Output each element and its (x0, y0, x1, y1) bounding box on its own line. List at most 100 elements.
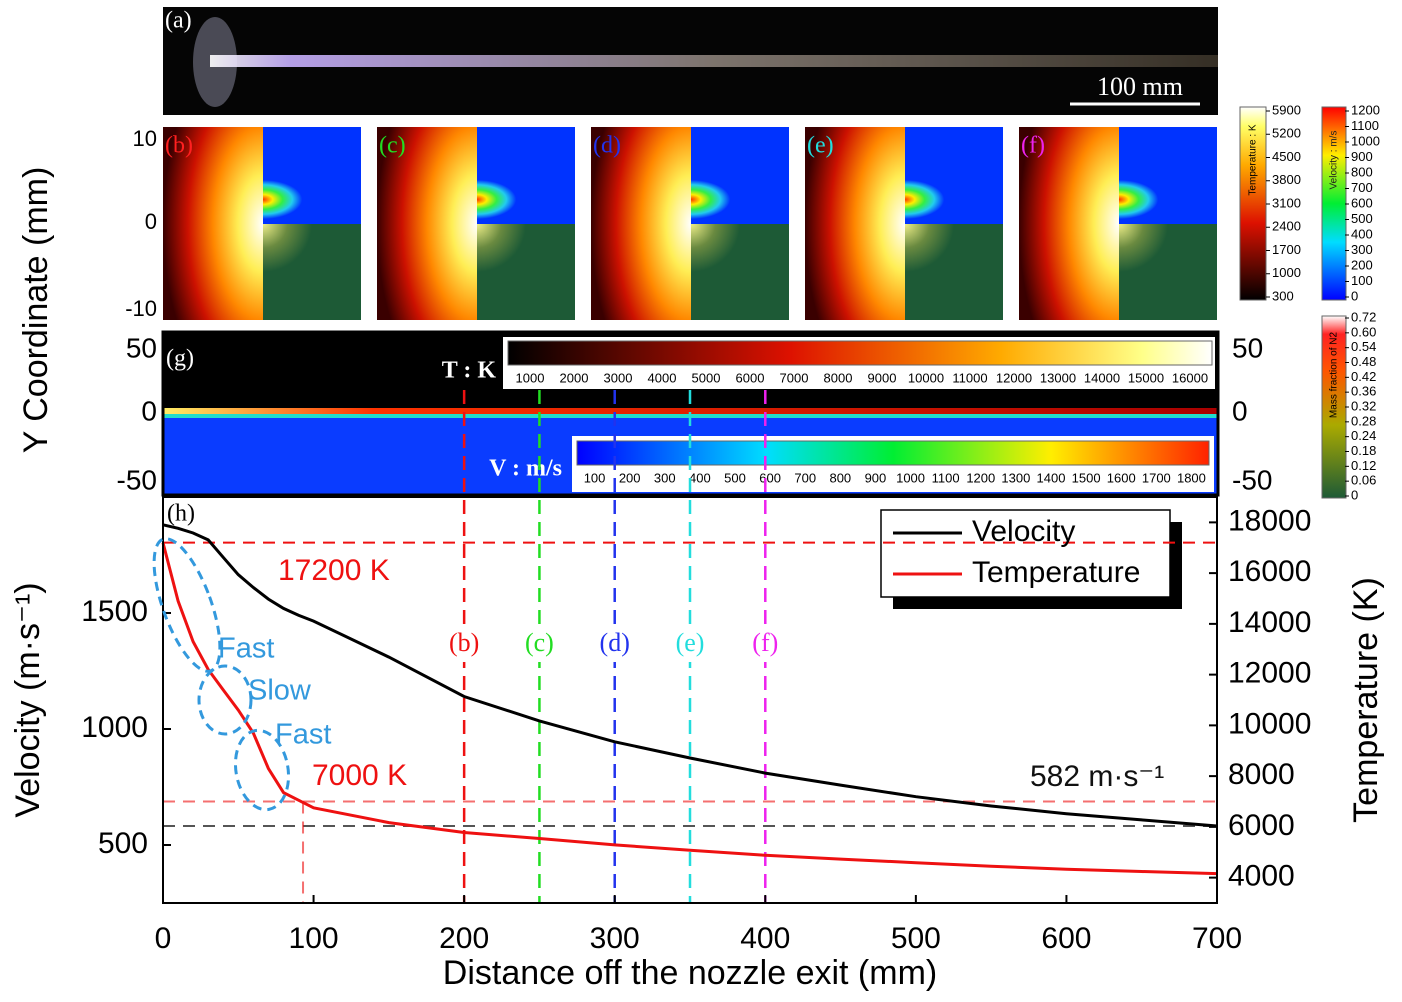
colorbar-tick-label: 0 (1351, 288, 1358, 303)
colorbar-tick-label: 0.12 (1351, 458, 1376, 473)
y2-tick-label: 12000 (1228, 657, 1311, 690)
colorbar-tick-label: 0.72 (1351, 309, 1376, 324)
colorbar-title: V : m/s (489, 456, 562, 482)
axis-title: Distance off the nozzle exit (mm) (443, 954, 937, 992)
colorbar-title: Temperature : K (1248, 124, 1259, 195)
mass-fraction-map (691, 224, 789, 320)
figure: (a) 100 mm (g) T : K V : m/s Temperature… (0, 0, 1402, 1002)
panel-label: (g) (166, 346, 194, 372)
colorbar-tick-label: 1000 (516, 370, 545, 385)
y-tick-label: -50 (1232, 464, 1272, 495)
colorbar-tick-label: 400 (1351, 226, 1373, 241)
colorbar-tick-label: 5000 (692, 370, 721, 385)
colorbar-tick-label: 3800 (1272, 172, 1301, 187)
y-tick-label: 1000 (81, 711, 148, 744)
colorbar-tick-label: 0.32 (1351, 398, 1376, 413)
annotation: Fast (218, 633, 274, 665)
colorbar-tick-label: 6000 (736, 370, 765, 385)
velocity-map (905, 175, 1003, 224)
colorbar-tick-label: 1000 (1351, 133, 1380, 148)
x-tick-label: 700 (1192, 922, 1242, 955)
legend-label: Temperature (972, 556, 1140, 589)
line-label: (c) (525, 628, 554, 657)
colorbar-tick-label: 2400 (1272, 219, 1301, 234)
colorbar-tick-label: 700 (794, 470, 816, 485)
colorbar-tick-label: 1100 (1351, 118, 1379, 133)
colorbar-tick-label: 100 (584, 470, 606, 485)
line-label: (e) (676, 628, 705, 657)
mass-fraction-map (263, 224, 361, 320)
colorbar-tick-label: 4000 (648, 370, 677, 385)
colorbar-tick-label: 4500 (1272, 149, 1301, 164)
colorbar-tick-label: 5900 (1272, 102, 1301, 117)
colorbar-tick-label: 1800 (1177, 470, 1206, 485)
y-tick-label: 0 (1232, 395, 1248, 426)
colorbar-tick-label: 0.48 (1351, 354, 1376, 369)
colorbar-tick-label: 13000 (1040, 370, 1076, 385)
colorbar-tick-label: 0.18 (1351, 443, 1376, 458)
x-tick-label: 100 (289, 922, 339, 955)
colorbar-tick-label: 3000 (604, 370, 633, 385)
colorbar-tick-label: 600 (759, 470, 781, 485)
mass-fraction-map (905, 224, 1003, 320)
region-outline (199, 666, 251, 734)
annotation: Fast (275, 719, 331, 751)
colorbar-tick-label: 300 (1272, 288, 1294, 303)
colorbar-tick-label: 1300 (1001, 470, 1030, 485)
velocity-map (477, 175, 575, 224)
colorbar-tick-label: 0.54 (1351, 339, 1376, 354)
colorbar-tick-label: 8000 (824, 370, 853, 385)
y2-tick-label: 16000 (1228, 555, 1311, 588)
panel-label: (e) (807, 133, 834, 159)
panel-label: (b) (165, 133, 193, 159)
y2-tick-label: 8000 (1228, 758, 1295, 791)
y-tick-label: 10 (133, 126, 157, 151)
line-label: (d) (600, 628, 630, 657)
colorbar-tick-label: 0.24 (1351, 428, 1376, 443)
velocity-map (1119, 175, 1217, 224)
y-tick-label: 50 (126, 332, 157, 363)
y-tick-label: 0 (141, 395, 157, 426)
colorbar-tick-label: 800 (829, 470, 851, 485)
colorbar-tick-label: 0.06 (1351, 473, 1376, 488)
colorbar-tick-label: 1000 (896, 470, 925, 485)
colorbar-title: T : K (442, 358, 497, 384)
annotation: 582 m·s⁻¹ (1030, 760, 1164, 793)
panel-label: (a) (165, 8, 192, 34)
axis-title: Temperature (K) (1347, 577, 1385, 823)
y-tick-label: -10 (125, 296, 157, 321)
panel-label: (f) (1021, 133, 1045, 159)
colorbar-tick-label: 1200 (1351, 102, 1380, 117)
colorbar-tick-label: 1200 (966, 470, 995, 485)
colorbar-tick-label: 11000 (952, 370, 987, 385)
line-label: (b) (449, 628, 479, 657)
y2-tick-label: 10000 (1228, 707, 1311, 740)
annotation: 7000 K (312, 759, 407, 792)
colorbar-tick-label: 5200 (1272, 126, 1301, 141)
mass-fraction-map (1119, 224, 1217, 320)
colorbar-tick-label: 200 (619, 470, 641, 485)
colorbar (577, 441, 1209, 465)
colorbar-tick-label: 1600 (1107, 470, 1136, 485)
colorbar-tick-label: 300 (654, 470, 676, 485)
y-tick-label: 500 (98, 827, 148, 860)
x-tick-label: 500 (891, 922, 941, 955)
colorbar-title: Velocity : m/s (1329, 131, 1340, 190)
y2-tick-label: 4000 (1228, 860, 1295, 893)
panel-label: (c) (379, 133, 406, 159)
colorbar-tick-label: 3100 (1272, 195, 1301, 210)
velocity-map (263, 175, 361, 224)
colorbar-tick-label: 600 (1351, 195, 1373, 210)
line-label: (f) (752, 628, 778, 657)
colorbar-tick-label: 0.36 (1351, 384, 1376, 399)
annotation: 17200 K (278, 554, 390, 587)
colorbar-tick-label: 1700 (1142, 470, 1171, 485)
colorbar-tick-label: 16000 (1172, 370, 1208, 385)
x-tick-label: 600 (1041, 922, 1091, 955)
x-tick-label: 200 (439, 922, 489, 955)
y-tick-label: -50 (117, 464, 157, 495)
axis-title: Velocity (m·s⁻¹) (9, 582, 47, 817)
colorbar-tick-label: 0.28 (1351, 413, 1376, 428)
panel-label: (d) (593, 133, 621, 159)
colorbar-tick-label: 900 (865, 470, 887, 485)
